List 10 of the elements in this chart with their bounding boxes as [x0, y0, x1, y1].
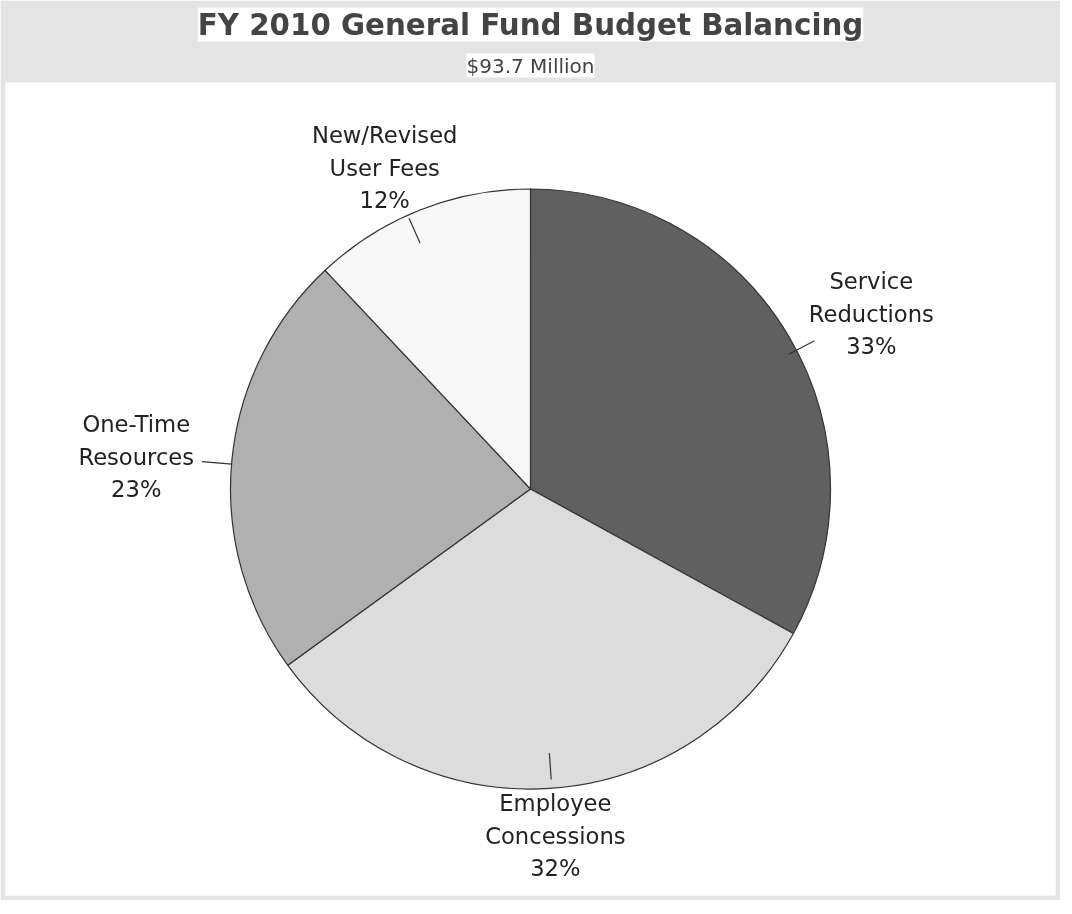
- data-label: 32%: [530, 855, 581, 882]
- slice-label: Employee Concessions: [485, 790, 626, 849]
- chart-title: FY 2010 General Fund Budget Balancing: [197, 7, 864, 42]
- chart-subtitle: $93.7 Million: [466, 53, 595, 78]
- slice-label: Service Reductions: [808, 268, 934, 327]
- data-label: 33%: [846, 333, 897, 360]
- data-label: 12%: [359, 187, 410, 214]
- slice-label: New/Revised User Fees: [311, 122, 458, 181]
- data-label: 23%: [111, 476, 162, 503]
- slice-label: One-Time Resources: [78, 411, 195, 470]
